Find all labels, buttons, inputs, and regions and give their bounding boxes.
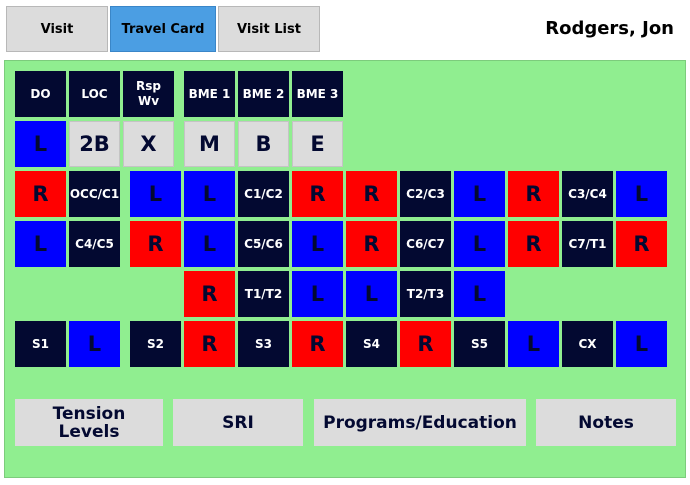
s1-cell[interactable]: L	[69, 321, 120, 367]
header-rsp-wv: Rsp Wv	[123, 71, 174, 117]
c4-c5-left-cell[interactable]: L	[15, 221, 66, 267]
header-bme1: BME 1	[184, 71, 235, 117]
header-bme3: BME 3	[292, 71, 343, 117]
c6-c7-left-cell[interactable]: R	[346, 221, 397, 267]
c3-c4-right-cell[interactable]: L	[616, 171, 667, 217]
label-c4-c5: C4/C5	[69, 221, 120, 267]
tab-visit-list[interactable]: Visit List	[218, 6, 320, 52]
sri-button[interactable]: SRI	[173, 399, 303, 446]
label-c1-c2: C1/C2	[238, 171, 289, 217]
t2-t3-right-cell[interactable]: L	[454, 271, 505, 317]
header-loc: LOC	[69, 71, 120, 117]
label-c5-c6: C5/C6	[238, 221, 289, 267]
c7-t1-right-cell[interactable]: R	[616, 221, 667, 267]
label-t1-t2: T1/T2	[238, 271, 289, 317]
label-cx: CX	[562, 321, 613, 367]
t2-t3-left-cell[interactable]: L	[346, 271, 397, 317]
notes-button[interactable]: Notes	[536, 399, 676, 446]
cx-cell[interactable]: L	[616, 321, 667, 367]
t1-t2-right-cell[interactable]: L	[292, 271, 343, 317]
label-s1: S1	[15, 321, 66, 367]
programs-education-button[interactable]: Programs/Education	[314, 399, 526, 446]
c1-c2-left-cell[interactable]: L	[184, 171, 235, 217]
travel-card-panel: DO LOC Rsp Wv BME 1 BME 2 BME 3 L 2B X M…	[4, 60, 686, 478]
s5-cell[interactable]: L	[508, 321, 559, 367]
c6-c7-right-cell[interactable]: L	[454, 221, 505, 267]
bme2-value[interactable]: B	[238, 121, 289, 167]
c5-c6-right-cell[interactable]: L	[292, 221, 343, 267]
c4-c5-right-cell[interactable]: R	[130, 221, 181, 267]
s4-cell[interactable]: R	[400, 321, 451, 367]
rsp-wv-value[interactable]: X	[123, 121, 174, 167]
bme1-value[interactable]: M	[184, 121, 235, 167]
label-s3: S3	[238, 321, 289, 367]
occ-c1-right-cell[interactable]: L	[130, 171, 181, 217]
header-bme2: BME 2	[238, 71, 289, 117]
label-c3-c4: C3/C4	[562, 171, 613, 217]
label-t2-t3: T2/T3	[400, 271, 451, 317]
label-c7-t1: C7/T1	[562, 221, 613, 267]
label-occ-c1: OCC/C1	[69, 171, 120, 217]
c1-c2-right-cell[interactable]: R	[292, 171, 343, 217]
label-s2: S2	[130, 321, 181, 367]
label-s4: S4	[346, 321, 397, 367]
patient-name: Rodgers, Jon	[545, 18, 674, 39]
tab-visit[interactable]: Visit	[6, 6, 108, 52]
s2-cell[interactable]: R	[184, 321, 235, 367]
s3-cell[interactable]: R	[292, 321, 343, 367]
c3-c4-left-cell[interactable]: R	[508, 171, 559, 217]
c2-c3-left-cell[interactable]: R	[346, 171, 397, 217]
bme3-value[interactable]: E	[292, 121, 343, 167]
do-value[interactable]: L	[15, 121, 66, 167]
occ-c1-left-cell[interactable]: R	[15, 171, 66, 217]
tension-levels-button[interactable]: Tension Levels	[15, 399, 163, 446]
t1-t2-left-cell[interactable]: R	[184, 271, 235, 317]
label-c2-c3: C2/C3	[400, 171, 451, 217]
c2-c3-right-cell[interactable]: L	[454, 171, 505, 217]
c7-t1-left-cell[interactable]: R	[508, 221, 559, 267]
label-c6-c7: C6/C7	[400, 221, 451, 267]
header-do: DO	[15, 71, 66, 117]
label-s5: S5	[454, 321, 505, 367]
tab-travel-card[interactable]: Travel Card	[110, 6, 216, 52]
loc-value[interactable]: 2B	[69, 121, 120, 167]
c5-c6-left-cell[interactable]: L	[184, 221, 235, 267]
